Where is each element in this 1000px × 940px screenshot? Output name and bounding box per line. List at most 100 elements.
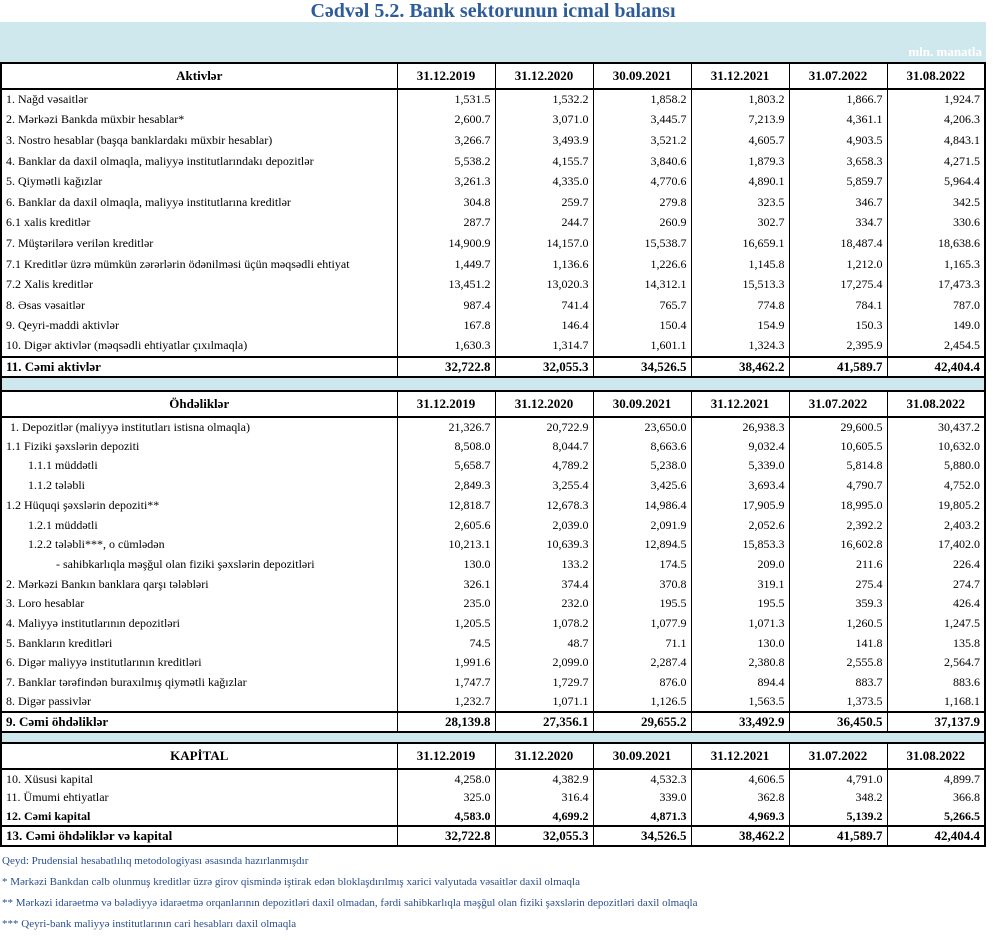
cell-value: 326.1 — [396, 574, 495, 594]
note: * Mərkəzi Bankdan cəlb olunmuş kreditlər… — [2, 876, 580, 889]
cell-value: 32,722.8 — [396, 355, 495, 378]
cell-value: 9,032.4 — [690, 436, 789, 457]
row-label: Öhdəliklər — [0, 389, 397, 418]
cell-value: 334.7 — [788, 212, 887, 234]
cell-value: 33,492.9 — [690, 711, 789, 734]
cell-value: 1,866.7 — [788, 89, 887, 110]
cell-value: 5,964.4 — [886, 171, 985, 192]
cell-value: 1,205.5 — [396, 613, 495, 634]
row-label: 3. Loro hesablar — [0, 593, 397, 614]
cell-value: 18,487.4 — [788, 233, 887, 254]
table-row: 1.2.1 müddətli 2,605.6 2,039.0 2,091.9 2,052… — [0, 515, 985, 535]
cell-value: 31.12.2019 — [396, 389, 495, 418]
note: ** Mərkəzi idarəetmə və bələdiyyə idarəe… — [2, 897, 698, 910]
title: Cədvəl 5.2. Bank sektorunun icmal balans… — [310, 0, 676, 22]
table-row: 1.1.1 müddətli 5,658.7 4,789.2 5,238.0 5,339… — [0, 456, 985, 476]
cell-value: 34,526.5 — [592, 355, 691, 378]
row-label: 9. Cəmi öhdəliklər — [0, 711, 397, 734]
cell-value: 1,803.2 — [690, 89, 789, 110]
row-label: 4. Maliyyə institutlarının depozitləri — [0, 613, 397, 634]
row-label: 1.2.2 tələbli***, o cümlədən — [0, 534, 397, 555]
cell-value: 15,538.7 — [592, 233, 691, 254]
cell-value: 348.2 — [788, 788, 887, 808]
cell-value: 1,729.7 — [494, 672, 593, 693]
row-label: 5. Qiymətli kağızlar — [0, 171, 397, 192]
row-label: 4. Banklar da daxil olmaqla, maliyyə ins… — [0, 150, 397, 172]
cell-value: 150.4 — [592, 315, 691, 337]
row-label: 6.1 xalis kreditlər — [0, 212, 397, 234]
cell-value: 4,382.9 — [494, 769, 593, 789]
cell-value: 2,403.2 — [886, 515, 985, 535]
cell-value: 883.7 — [788, 672, 887, 693]
cell-value: 36,450.5 — [788, 711, 887, 734]
cell-value: 5,880.0 — [886, 456, 985, 476]
cell-value: 4,606.5 — [690, 769, 789, 789]
cell-value: 2,555.8 — [788, 652, 887, 673]
row-label: 7. Müştərilərə verilən kreditlər — [0, 233, 397, 254]
cell-value: 5,658.7 — [396, 456, 495, 476]
cell-value: 1,165.3 — [886, 253, 985, 275]
table-row: - sahibkarlıqla məşğul olan fiziki şəxsl… — [0, 554, 985, 575]
cell-value: 370.8 — [592, 574, 691, 594]
table-row: 8. Əsas vəsaitlər 987.4 741.4 765.7 774.8 784… — [0, 294, 985, 316]
table-row: 6. Digər maliyyə institutlarının kreditl… — [0, 652, 985, 673]
cell-value: 167.8 — [396, 315, 495, 337]
table-row: 1.1.2 tələbli 2,849.3 3,255.4 3,425.6 3,693.… — [0, 475, 985, 496]
cell-value: 774.8 — [690, 294, 789, 316]
cell-value: 1,232.7 — [396, 692, 495, 713]
cell-value: 2,392.2 — [788, 515, 887, 535]
cell-value: 130.0 — [396, 554, 495, 575]
balance-table: Aktivlər 31.12.2019 31.12.2020 30.09.2021 31… — [0, 62, 986, 848]
cell-value: 741.4 — [494, 294, 593, 316]
header-row: KAPİTAL 31.12.2019 31.12.2020 30.09.2021 31.… — [0, 742, 985, 771]
cell-value: 42,404.4 — [886, 825, 985, 848]
row-label: 2. Mərkəzi Bankda müxbir hesablar* — [0, 109, 397, 131]
cell-value: 3,658.3 — [788, 150, 887, 172]
cell-value: 195.5 — [690, 593, 789, 614]
row-label: 10. Digər aktivlər (məqsədli ehtiyatlar … — [0, 336, 397, 357]
cell-value: 4,789.2 — [494, 456, 593, 476]
cell-value: 894.4 — [690, 672, 789, 693]
cell-value: 226.4 — [886, 554, 985, 575]
cell-value: 30.09.2021 — [592, 742, 691, 771]
table-row: 2. Mərkəzi Bankın banklara qarşı tələblə… — [0, 574, 985, 594]
cell-value: 4,752.0 — [886, 475, 985, 496]
cell-value: 3,445.7 — [592, 109, 691, 131]
cell-value: 195.5 — [592, 593, 691, 614]
cell-value: 135.8 — [886, 633, 985, 653]
table-row: 3. Nostro hesablar (başqa banklardakı mü… — [0, 130, 985, 151]
spacer — [1, 732, 985, 744]
cell-value: 3,840.6 — [592, 150, 691, 172]
table-row: 7. Banklar tərəfindən buraxılmış qiymətl… — [0, 672, 985, 693]
cell-value: 27,356.1 — [494, 711, 593, 734]
cell-value: 1,924.7 — [886, 89, 985, 110]
cell-value: 41,589.7 — [788, 825, 887, 848]
cell-value: 32,055.3 — [494, 825, 593, 848]
cell-value: 1,601.1 — [592, 336, 691, 357]
cell-value: 4,605.7 — [690, 130, 789, 151]
cell-value: 8,508.0 — [396, 436, 495, 457]
cell-value: 3,266.7 — [396, 130, 495, 151]
cell-value: 987.4 — [396, 294, 495, 316]
cell-value: 8,663.6 — [592, 436, 691, 457]
cell-value: 244.7 — [494, 212, 593, 234]
unit: mln. manatla — [908, 44, 982, 59]
cell-value: 4,206.3 — [886, 109, 985, 131]
cell-value: 1,212.0 — [788, 253, 887, 275]
cell-value: 31.08.2022 — [886, 389, 985, 418]
row-label: 9. Qeyri-maddi aktivlər — [0, 315, 397, 337]
cell-value: 31.12.2021 — [690, 62, 789, 90]
cell-value: 323.5 — [690, 191, 789, 213]
cell-value: 71.1 — [592, 633, 691, 653]
cell-value: 1,247.5 — [886, 613, 985, 634]
cell-value: 12,818.7 — [396, 495, 495, 516]
cell-value: 304.8 — [396, 191, 495, 213]
cell-value: 4,699.2 — [494, 807, 593, 827]
cell-value: 4,871.3 — [592, 807, 691, 827]
row-label: 8. Digər passivlər — [0, 692, 397, 713]
cell-value: 330.6 — [886, 212, 985, 234]
cell-value: 1,145.8 — [690, 253, 789, 275]
row-label: 11. Ümumi ehtiyatlar — [0, 788, 397, 808]
row-label: 2. Mərkəzi Bankın banklara qarşı tələblə… — [0, 574, 397, 594]
